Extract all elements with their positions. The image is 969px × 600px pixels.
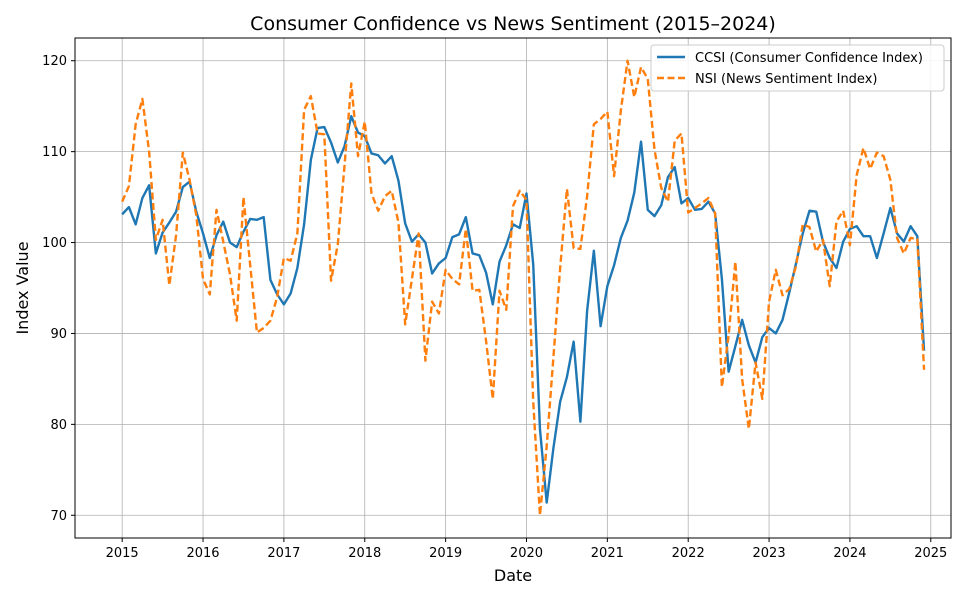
legend: CCSI (Consumer Confidence Index) NSI (Ne… xyxy=(650,44,945,92)
series-line-nsi xyxy=(121,59,926,517)
x-axis-ticks: 2015 2016 2017 2018 2019 2020 2021 2022 2023 2024… xyxy=(106,538,947,561)
x-tick-label: 2015 xyxy=(106,546,139,561)
x-tick-label: 2016 xyxy=(186,546,219,561)
plot-frame xyxy=(74,37,952,539)
y-axis-label: Index Value xyxy=(13,241,32,334)
y-tick-label: 70 xyxy=(50,509,67,524)
legend-label-nsi: NSI (News Sentiment Index) xyxy=(695,72,877,87)
x-tick-label: 2020 xyxy=(510,546,543,561)
x-tick-label: 2024 xyxy=(833,546,866,561)
y-tick-label: 100 xyxy=(42,236,67,251)
x-tick-label: 2018 xyxy=(348,546,381,561)
legend-label-ccsi: CCSI (Consumer Confidence Index) xyxy=(695,51,923,66)
chart-title: Consumer Confidence vs News Sentiment (2… xyxy=(250,13,776,35)
x-tick-label: 2021 xyxy=(591,546,624,561)
y-axis-ticks: 70 80 90 100 110 120 xyxy=(42,54,75,524)
x-tick-label: 2019 xyxy=(429,546,462,561)
y-tick-label: 80 xyxy=(50,418,67,433)
x-tick-label: 2017 xyxy=(267,546,300,561)
y-tick-label: 120 xyxy=(42,54,67,69)
y-tick-label: 110 xyxy=(42,145,67,160)
grid xyxy=(75,38,951,538)
y-tick-label: 90 xyxy=(50,327,67,342)
x-axis-label: Date xyxy=(494,566,532,585)
x-tick-label: 2025 xyxy=(914,546,947,561)
x-tick-label: 2023 xyxy=(753,546,786,561)
series-lines xyxy=(121,59,926,517)
legend-box xyxy=(650,44,945,92)
x-tick-label: 2022 xyxy=(672,546,705,561)
